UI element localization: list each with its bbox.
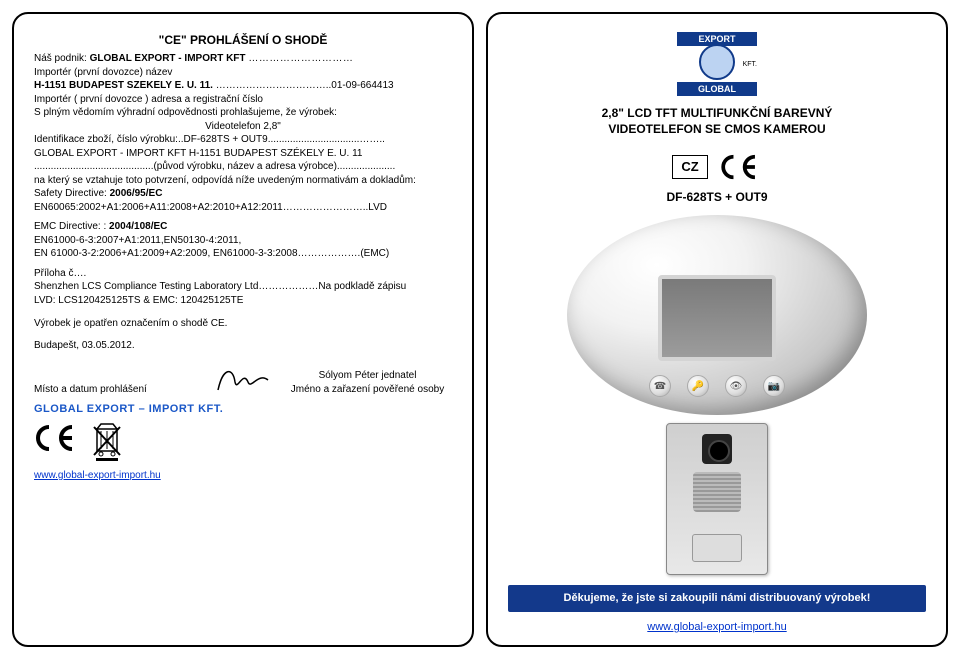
- logo-ribbon-bot: GLOBAL: [677, 82, 757, 96]
- line-date: Budapešt, 03.05.2012.: [34, 339, 452, 353]
- line-en61000a: EN61000-6-3:2007+A1:2011,EN50130-4:2011,: [34, 234, 452, 248]
- outdoor-speaker-icon: [693, 472, 741, 512]
- safety-directive: 2006/95/EC: [110, 188, 163, 199]
- product-headline: 2,8" LCD TFT MULTIFUNKČNÍ BAREVNÝ VIDEOT…: [602, 106, 833, 137]
- footer-link-wrap: www.global-export-import.hu: [34, 469, 452, 483]
- line-lab: Shenzhen LCS Compliance Testing Laborato…: [34, 280, 452, 294]
- cz-ce-row: CZ: [672, 153, 761, 181]
- indoor-monitor-image: ☎ 🔑 👁 📷: [508, 215, 926, 415]
- monitor-btn-view: 👁: [725, 375, 747, 397]
- line-lvd-emc: LVD: LCS120425125TS & EMC: 120425125TE: [34, 294, 452, 308]
- monitor-screen: [658, 275, 776, 361]
- line-conforms: na který se vztahuje toto potvrzení, odp…: [34, 174, 452, 188]
- headline-2: VIDEOTELEFON SE CMOS KAMEROU: [602, 122, 833, 138]
- signature-row: Místo a datum prohlášení Sólyom Péter je…: [34, 362, 452, 396]
- signature-icon: [213, 362, 273, 396]
- cz-box: CZ: [672, 155, 707, 179]
- emc-directive: 2004/108/EC: [109, 221, 167, 232]
- weee-bin-icon: [90, 421, 124, 461]
- line-identification: Identifikace zboží, číslo výrobku:..DF-6…: [34, 133, 452, 147]
- monitor-btn-unlock: 🔑: [687, 375, 709, 397]
- monitor-btn-talk: ☎: [649, 375, 671, 397]
- line-importer-addr: Importér ( první dovozce ) adresa a regi…: [34, 93, 452, 107]
- outdoor-unit-image: [508, 423, 926, 575]
- monitor-buttons: ☎ 🔑 👁 📷: [649, 375, 785, 397]
- address: H-1151 BUDAPEST SZEKELY E. U. 11.: [34, 80, 213, 91]
- model-number: DF-628TS + OUT9: [666, 189, 767, 205]
- sig-place-date: Místo a datum prohlášení: [34, 383, 203, 397]
- ce-mark-icon: [34, 423, 78, 463]
- line-emc: EMC Directive: : 2004/108/EC: [34, 220, 452, 234]
- marks-row: [34, 419, 452, 463]
- line-origin-dots: ........................................…: [34, 160, 452, 174]
- reg-number: ……………………………..01-09-664413: [216, 80, 394, 91]
- line-en60065: EN60065:2002+A1:2006+A11:2008+A2:2010+A1…: [34, 201, 452, 215]
- label-our-company: Náš podnik:: [34, 53, 90, 64]
- bottom-link-wrap: www.global-export-import.hu: [508, 620, 926, 635]
- sig-name: Sólyom Péter jednatel: [283, 369, 452, 383]
- emc-label: EMC Directive: :: [34, 221, 109, 232]
- right-header: EXPORT KFT. GLOBAL 2,8" LCD TFT MULTIFUN…: [508, 32, 926, 215]
- line-attachment: Příloha č….: [34, 267, 452, 281]
- sig-name-block: Sólyom Péter jednatel Jméno a zařazení p…: [283, 369, 452, 396]
- company-footer: GLOBAL EXPORT – IMPORT KFT.: [34, 402, 452, 417]
- outdoor-call-button: [692, 534, 742, 562]
- headline-1: 2,8" LCD TFT MULTIFUNKČNÍ BAREVNÝ: [602, 106, 833, 122]
- product-name: Videotelefon 2,8": [34, 120, 452, 134]
- signature-graphic: [213, 362, 273, 396]
- line-ce-marked: Výrobek je opatřen označením o shodě CE.: [34, 317, 452, 331]
- sig-role: Jméno a zařazení pověřené osoby: [283, 383, 452, 397]
- globe-icon: [699, 44, 735, 80]
- line-importer-name: Importér (první dovozce) název: [34, 66, 452, 80]
- left-page: "CE" PROHLÁŠENÍ O SHODĚ Náš podnik: GLOB…: [12, 12, 474, 647]
- line-address-reg: H-1151 BUDAPEST SZEKELY E. U. 11. …………………: [34, 79, 452, 93]
- line-origin-company: GLOBAL EXPORT - IMPORT KFT H-1151 BUDAPE…: [34, 147, 452, 161]
- spacer4: [34, 331, 452, 339]
- ce-mark-icon: [718, 153, 762, 181]
- logo-kft: KFT.: [741, 60, 759, 69]
- footer-link[interactable]: www.global-export-import.hu: [34, 470, 161, 481]
- line-en61000b: EN 61000-3-2:2006+A1:2009+A2:2009, EN610…: [34, 247, 452, 261]
- line-company: Náš podnik: GLOBAL EXPORT - IMPORT KFT ……: [34, 52, 452, 66]
- line-safety: Safety Directive: 2006/95/EC: [34, 187, 452, 201]
- line-declare: S plným vědomím výhradní odpovědnosti pr…: [34, 106, 452, 120]
- spacer3: [34, 307, 452, 317]
- ce-title: "CE" PROHLÁŠENÍ O SHODĚ: [34, 32, 452, 48]
- bottom-link[interactable]: www.global-export-import.hu: [647, 621, 786, 633]
- company-name: GLOBAL EXPORT - IMPORT KFT: [90, 53, 246, 64]
- outdoor-camera-icon: [702, 434, 732, 464]
- globe-logo: EXPORT KFT. GLOBAL: [677, 32, 757, 96]
- dots: …………………………: [248, 53, 353, 64]
- safety-label: Safety Directive:: [34, 188, 110, 199]
- thankyou-banner: Děkujeme, že jste si zakoupili námi dist…: [508, 585, 926, 612]
- right-page: EXPORT KFT. GLOBAL 2,8" LCD TFT MULTIFUN…: [486, 12, 948, 647]
- monitor-btn-cam: 📷: [763, 375, 785, 397]
